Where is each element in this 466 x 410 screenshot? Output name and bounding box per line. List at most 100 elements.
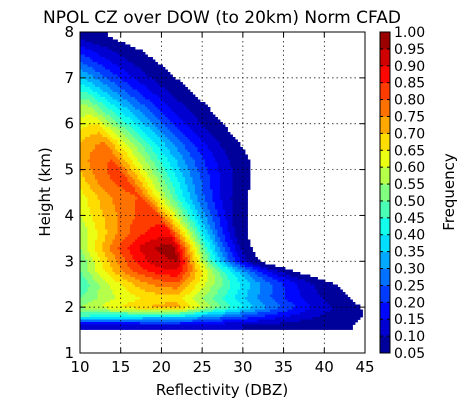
heatmap-cell — [202, 172, 206, 175]
heatmap-cell — [160, 127, 163, 130]
heatmap-cell — [222, 207, 226, 210]
heatmap-cell — [110, 137, 113, 140]
heatmap-cell — [102, 254, 106, 258]
heatmap-cell — [192, 224, 196, 228]
heatmap-cell — [80, 77, 83, 80]
heatmap-cell — [132, 232, 136, 235]
heatmap-cell — [145, 122, 148, 125]
heatmap-cell — [160, 129, 163, 133]
heatmap-cell — [185, 204, 188, 208]
heatmap-cell — [222, 209, 226, 213]
heatmap-cell — [187, 97, 191, 100]
heatmap-cell — [112, 64, 116, 68]
heatmap-cell — [97, 99, 101, 103]
heatmap-cell — [90, 104, 93, 108]
heatmap-cell — [102, 44, 106, 48]
heatmap-cell — [127, 182, 131, 185]
heatmap-cell — [155, 154, 158, 158]
heatmap-cell — [237, 224, 241, 228]
heatmap-cell — [95, 59, 98, 63]
heatmap-cell — [165, 87, 168, 90]
heatmap-cell — [150, 227, 153, 230]
heatmap-cell — [205, 152, 208, 155]
heatmap-cell — [85, 74, 88, 78]
heatmap-cell — [95, 229, 98, 233]
heatmap-cell — [220, 159, 223, 163]
heatmap-cell — [102, 109, 106, 113]
heatmap-cell — [137, 82, 141, 85]
heatmap-cell — [190, 234, 193, 238]
heatmap-cell — [85, 109, 88, 113]
heatmap-cell — [182, 187, 186, 190]
heatmap-cell — [182, 184, 186, 188]
heatmap-cell — [157, 174, 161, 178]
heatmap-cell — [212, 184, 216, 188]
heatmap-cell — [145, 82, 148, 85]
heatmap-cell — [200, 154, 203, 158]
heatmap-cell — [127, 192, 131, 195]
heatmap-cell — [195, 104, 198, 108]
heatmap-cell — [85, 47, 88, 50]
heatmap-cell — [142, 82, 146, 85]
heatmap-cell — [210, 202, 213, 205]
heatmap-cell — [247, 169, 251, 173]
heatmap-cell — [117, 94, 121, 98]
heatmap-cell — [217, 197, 221, 200]
heatmap-cell — [140, 209, 143, 213]
heatmap-cell — [155, 79, 158, 83]
heatmap-cell — [232, 224, 236, 228]
heatmap-cell — [127, 77, 131, 80]
heatmap-cell — [167, 119, 171, 123]
heatmap-cell — [177, 234, 181, 238]
heatmap-cell — [80, 94, 83, 98]
heatmap-cell — [110, 204, 113, 208]
heatmap-cell — [145, 237, 148, 240]
heatmap-cell — [197, 204, 201, 208]
heatmap-cell — [87, 204, 91, 208]
heatmap-cell — [100, 159, 103, 163]
heatmap-cell — [132, 259, 136, 263]
heatmap-cell — [187, 234, 191, 238]
heatmap-cell — [105, 254, 108, 258]
heatmap-cell — [90, 252, 93, 255]
heatmap-cell — [195, 209, 198, 213]
heatmap-cell — [127, 107, 131, 110]
heatmap-cell — [135, 84, 138, 88]
heatmap-cell — [135, 184, 138, 188]
heatmap-cell — [235, 182, 238, 185]
heatmap-cell — [242, 224, 246, 228]
heatmap-cell — [205, 204, 208, 208]
heatmap-cell — [87, 182, 91, 185]
heatmap-cell — [127, 94, 131, 98]
heatmap-cell — [242, 237, 246, 240]
heatmap-cell — [145, 247, 148, 250]
heatmap-cell — [112, 84, 116, 88]
heatmap-cell — [162, 214, 166, 218]
heatmap-cell — [200, 162, 203, 165]
heatmap-cell — [175, 257, 178, 260]
heatmap-cell — [180, 84, 183, 88]
heatmap-cell — [122, 109, 126, 113]
heatmap-cell — [90, 117, 93, 120]
heatmap-cell — [120, 227, 123, 230]
heatmap-cell — [160, 74, 163, 78]
heatmap-cell — [202, 219, 206, 223]
heatmap-cell — [160, 149, 163, 153]
heatmap-cell — [127, 189, 131, 193]
heatmap-cell — [157, 144, 161, 148]
heatmap-cell — [202, 114, 206, 118]
heatmap-cell — [125, 137, 128, 140]
heatmap-cell — [115, 204, 118, 208]
heatmap-cell — [172, 97, 176, 100]
heatmap-cell — [255, 257, 258, 260]
heatmap-cell — [175, 129, 178, 133]
heatmap-cell — [217, 122, 221, 125]
heatmap-cell — [157, 199, 161, 203]
heatmap-cell — [102, 137, 106, 140]
heatmap-cell — [160, 104, 163, 108]
heatmap-cell — [152, 212, 156, 215]
heatmap-cell — [137, 149, 141, 153]
heatmap-cell — [205, 149, 208, 153]
heatmap-cell — [170, 79, 173, 83]
heatmap-cell — [150, 69, 153, 73]
